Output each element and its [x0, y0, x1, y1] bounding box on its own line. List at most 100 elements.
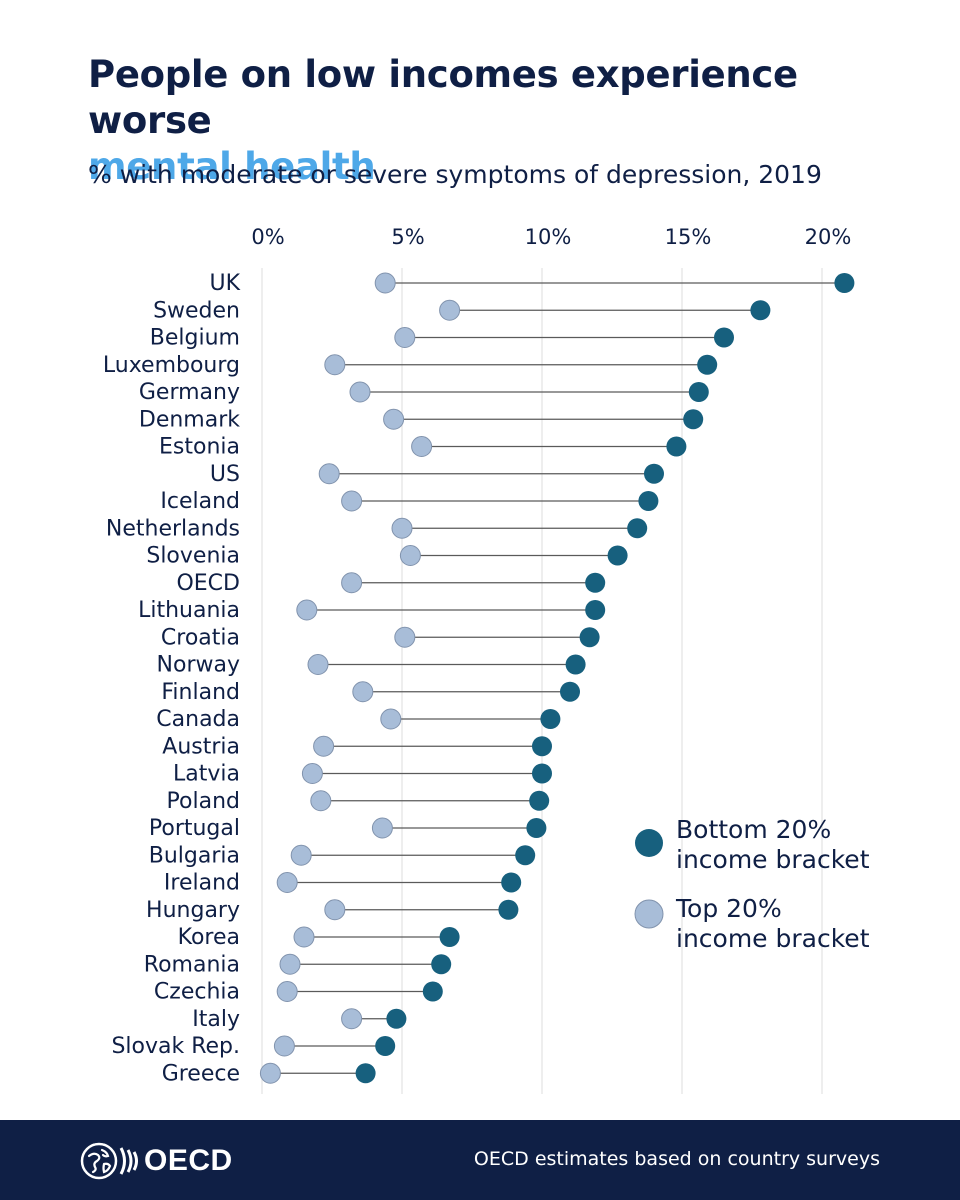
gridlines: [261, 268, 823, 1094]
top-20-dot: [259, 1062, 281, 1084]
country-label: Romania: [144, 952, 240, 977]
x-tick-label: 20%: [805, 225, 852, 249]
legend-top-label-line2: income bracket: [676, 924, 870, 953]
bottom-20-dot: [585, 600, 606, 620]
chart-subtitle: % with moderate or severe symptoms of de…: [88, 160, 822, 189]
top-20-dot: [301, 763, 323, 784]
top-20-dot: [307, 654, 329, 675]
legend-bottom-label-line2: income bracket: [676, 845, 870, 874]
connector-lines: [270, 282, 845, 1074]
bottom-20-dot: [714, 327, 734, 348]
bottom-20-dot: [422, 981, 443, 1002]
legend-bottom-label-line1: Bottom 20%: [676, 815, 831, 844]
bottom-20-dot: [627, 518, 648, 539]
top-20-dot: [394, 327, 416, 348]
bottom-20-dot: [697, 354, 718, 375]
bottom-20-dot: [607, 545, 628, 566]
title-line-2: mental health: [88, 145, 376, 188]
country-label: OECD: [176, 571, 240, 596]
bottom-20-dot: [431, 954, 452, 975]
bottom-20-dot: [688, 382, 709, 402]
bottom-20-dot: [540, 709, 561, 729]
bottom-20-dot: [375, 1036, 396, 1056]
bottom-20-dot: [529, 790, 550, 811]
country-label: Estonia: [159, 435, 240, 460]
bottom-20-dot: [683, 409, 704, 430]
top-20-dot: [380, 708, 402, 730]
top-20-dot: [352, 681, 374, 703]
country-label: Korea: [178, 925, 240, 950]
bottom-20-dot: [585, 572, 606, 593]
bottom-20-dot: [532, 736, 552, 757]
bottom-20-dot: [644, 463, 664, 484]
country-label: Slovak Rep.: [111, 1034, 240, 1059]
bottom-20-dot: [515, 845, 536, 866]
top-20-dot: [276, 872, 298, 893]
top-20-dot: [273, 1035, 295, 1057]
legend-top-swatch: [634, 899, 664, 929]
top-20-dot: [371, 817, 393, 839]
country-label: Netherlands: [106, 516, 240, 541]
top-20-dot: [391, 517, 413, 539]
country-label: Austria: [162, 734, 240, 759]
country-label: Poland: [167, 789, 240, 814]
top-20-dot: [276, 981, 298, 1002]
top-20-dot: [383, 408, 405, 430]
top-20-dot: [313, 735, 335, 757]
x-tick-label: 15%: [665, 225, 712, 249]
oecd-logo: OECD: [80, 1142, 233, 1180]
top-20-dot: [290, 844, 312, 866]
country-label: Canada: [156, 707, 240, 732]
bottom-20-dot: [579, 627, 600, 648]
wave-icon: [119, 1147, 138, 1175]
bottom-20-dot: [750, 300, 771, 321]
top-20-dot: [296, 599, 318, 621]
top-20-dot: [439, 299, 461, 321]
country-label: Slovenia: [146, 544, 240, 569]
x-tick-label: 10%: [525, 225, 572, 249]
country-label: Latvia: [173, 762, 240, 787]
bottom-20-dot: [386, 1008, 407, 1029]
bottom-20-dot: [565, 654, 586, 675]
top-20-dot: [341, 490, 363, 512]
country-label: Sweden: [153, 298, 240, 323]
top-20-dot: [349, 381, 371, 403]
top-20-dots: [259, 272, 461, 1084]
country-label: Greece: [162, 1061, 240, 1086]
country-label: US: [210, 462, 240, 487]
top-20-dot: [324, 899, 346, 921]
top-20-dot: [341, 572, 363, 594]
top-20-dot: [341, 1008, 363, 1030]
country-label: Croatia: [161, 625, 240, 650]
country-label: Czechia: [154, 980, 240, 1005]
country-label: UK: [209, 271, 240, 296]
top-20-dot: [411, 436, 433, 457]
top-20-dot: [293, 926, 315, 948]
top-20-dot: [310, 790, 332, 812]
bottom-20-dot: [355, 1063, 376, 1084]
country-label: Germany: [139, 380, 240, 405]
bottom-20-dot: [638, 491, 659, 511]
country-label: Portugal: [149, 816, 240, 841]
chart-title: People on low incomes experience worse m…: [88, 52, 928, 190]
country-label: Denmark: [139, 407, 240, 432]
bottom-20-dots: [355, 273, 855, 1084]
globe-icon: [80, 1142, 118, 1180]
country-label: Hungary: [146, 898, 240, 923]
top-20-dot: [318, 463, 340, 485]
legend: Bottom 20% income bracket Top 20% income…: [634, 815, 870, 953]
legend-bottom-swatch: [635, 829, 663, 857]
country-label: Lithuania: [138, 598, 240, 623]
bottom-20-dot: [501, 872, 522, 893]
x-tick-label: 5%: [391, 225, 424, 249]
bottom-20-dot: [834, 273, 855, 293]
x-tick-label: 0%: [251, 225, 284, 249]
country-label: Belgium: [150, 326, 240, 351]
bottom-20-dot: [526, 818, 547, 838]
title-line-1: People on low incomes experience worse: [88, 53, 798, 142]
top-20-dot: [374, 272, 396, 294]
top-20-dot: [394, 626, 416, 648]
dumbbell-chart: 0% 5% 10% 15% 20% UKSwedenBelgiumLuxembourgG…: [103, 225, 870, 1094]
x-axis-ticks: 0% 5% 10% 15% 20%: [251, 225, 851, 249]
